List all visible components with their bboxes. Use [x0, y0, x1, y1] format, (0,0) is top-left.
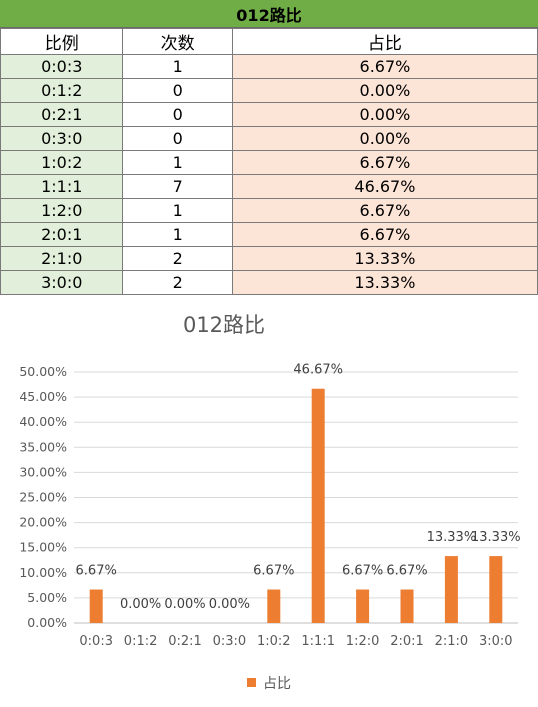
data-label: 13.33%	[471, 530, 521, 545]
table-row: 1:2:0 1 6.67%	[0, 198, 538, 223]
cell-ratio[interactable]: 3:0:0	[0, 270, 124, 295]
x-tick-label: 1:0:2	[257, 634, 291, 649]
bar	[267, 589, 281, 623]
table-row: 2:1:0 2 13.33%	[0, 246, 538, 271]
bar	[400, 589, 414, 623]
bar	[444, 556, 458, 623]
data-label: 46.67%	[293, 363, 343, 378]
x-tick-label: 3:0:0	[479, 634, 513, 649]
cell-ratio[interactable]: 0:3:0	[0, 126, 124, 151]
cell-ratio[interactable]: 0:2:1	[0, 102, 124, 127]
cell-ratio[interactable]: 1:2:0	[0, 198, 124, 223]
y-tick-label: 25.00%	[19, 490, 67, 505]
bar	[311, 388, 325, 623]
table-row: 2:0:1 1 6.67%	[0, 222, 538, 247]
table-title[interactable]: 012路比	[0, 0, 538, 28]
cell-count[interactable]: 0	[122, 78, 233, 103]
cell-percent[interactable]: 0.00%	[231, 102, 538, 127]
cell-count[interactable]: 1	[122, 54, 233, 79]
y-tick-label: 5.00%	[27, 590, 67, 605]
cell-count[interactable]: 2	[122, 246, 233, 271]
cell-ratio[interactable]: 0:1:2	[0, 78, 124, 103]
cell-count[interactable]: 7	[122, 174, 233, 199]
table-row: 0:0:3 1 6.67%	[0, 54, 538, 79]
legend-label: 占比	[263, 676, 291, 692]
cell-count[interactable]: 1	[122, 150, 233, 175]
data-label: 6.67%	[342, 564, 383, 579]
cell-percent[interactable]: 13.33%	[231, 270, 538, 295]
y-tick-label: 15.00%	[19, 540, 67, 555]
table-row: 3:0:0 2 13.33%	[0, 270, 538, 295]
data-label: 13.33%	[427, 530, 477, 545]
cell-count[interactable]: 0	[122, 102, 233, 127]
y-tick-label: 30.00%	[19, 464, 67, 479]
data-label: 6.67%	[253, 564, 294, 579]
y-tick-label: 35.00%	[19, 439, 67, 454]
x-tick-label: 0:1:2	[124, 634, 158, 649]
cell-percent[interactable]: 6.67%	[231, 222, 538, 247]
cell-ratio[interactable]: 0:0:3	[0, 54, 124, 79]
cell-ratio[interactable]: 1:0:2	[0, 150, 124, 175]
y-tick-label: 20.00%	[19, 515, 67, 530]
data-label: 6.67%	[386, 564, 427, 579]
table-row: 0:3:0 0 0.00%	[0, 126, 538, 151]
header-count[interactable]: 次数	[122, 28, 233, 55]
header-ratio[interactable]: 比例	[0, 28, 124, 55]
cell-count[interactable]: 2	[122, 270, 233, 295]
x-tick-label: 1:1:1	[301, 634, 335, 649]
y-tick-label: 45.00%	[19, 389, 67, 404]
cell-percent[interactable]: 6.67%	[231, 54, 538, 79]
table-row: 0:1:2 0 0.00%	[0, 78, 538, 103]
data-label: 0.00%	[209, 597, 250, 612]
x-tick-label: 0:3:0	[213, 634, 247, 649]
y-tick-label: 50.00%	[19, 364, 67, 379]
x-tick-label: 2:0:1	[390, 634, 424, 649]
spreadsheet: 012路比 比例 次数 占比 0:0:3 1 6.67% 0:1:2 0 0.00% 0:2…	[0, 0, 538, 295]
cell-count[interactable]: 0	[122, 126, 233, 151]
cell-ratio[interactable]: 2:1:0	[0, 246, 124, 271]
cell-ratio[interactable]: 1:1:1	[0, 174, 124, 199]
table-row: 1:0:2 1 6.67%	[0, 150, 538, 175]
data-label: 0.00%	[164, 597, 205, 612]
x-tick-label: 0:2:1	[168, 634, 202, 649]
cell-ratio[interactable]: 2:0:1	[0, 222, 124, 247]
cell-count[interactable]: 1	[122, 222, 233, 247]
cell-percent[interactable]: 0.00%	[231, 78, 538, 103]
cell-percent[interactable]: 13.33%	[231, 246, 538, 271]
data-label: 6.67%	[76, 564, 117, 579]
table-header-row: 比例 次数 占比	[0, 28, 538, 55]
header-percent[interactable]: 占比	[231, 28, 538, 55]
table-row: 0:2:1 0 0.00%	[0, 102, 538, 127]
bar	[89, 589, 103, 623]
cell-count[interactable]: 1	[122, 198, 233, 223]
cell-percent[interactable]: 6.67%	[231, 150, 538, 175]
bar	[356, 589, 370, 623]
x-tick-label: 2:1:0	[435, 634, 469, 649]
cell-percent[interactable]: 0.00%	[231, 126, 538, 151]
bar-chart[interactable]: 012路比 0.00% 5.00% 10.00% 15.00% 20.00% 25.00% 3…	[0, 300, 538, 707]
y-tick-label: 40.00%	[19, 414, 67, 429]
legend-swatch	[247, 678, 256, 687]
x-tick-label: 0:0:3	[79, 634, 113, 649]
bar	[489, 556, 503, 623]
cell-percent[interactable]: 46.67%	[231, 174, 538, 199]
table-row: 1:1:1 7 46.67%	[0, 174, 538, 199]
chart-title: 012路比	[183, 313, 265, 337]
y-tick-label: 0.00%	[27, 615, 67, 630]
data-label: 0.00%	[120, 597, 161, 612]
cell-percent[interactable]: 6.67%	[231, 198, 538, 223]
data-table: 比例 次数 占比 0:0:3 1 6.67% 0:1:2 0 0.00% 0:2:1 0 0.0…	[0, 28, 538, 295]
y-tick-label: 10.00%	[19, 565, 67, 580]
x-tick-label: 1:2:0	[346, 634, 380, 649]
